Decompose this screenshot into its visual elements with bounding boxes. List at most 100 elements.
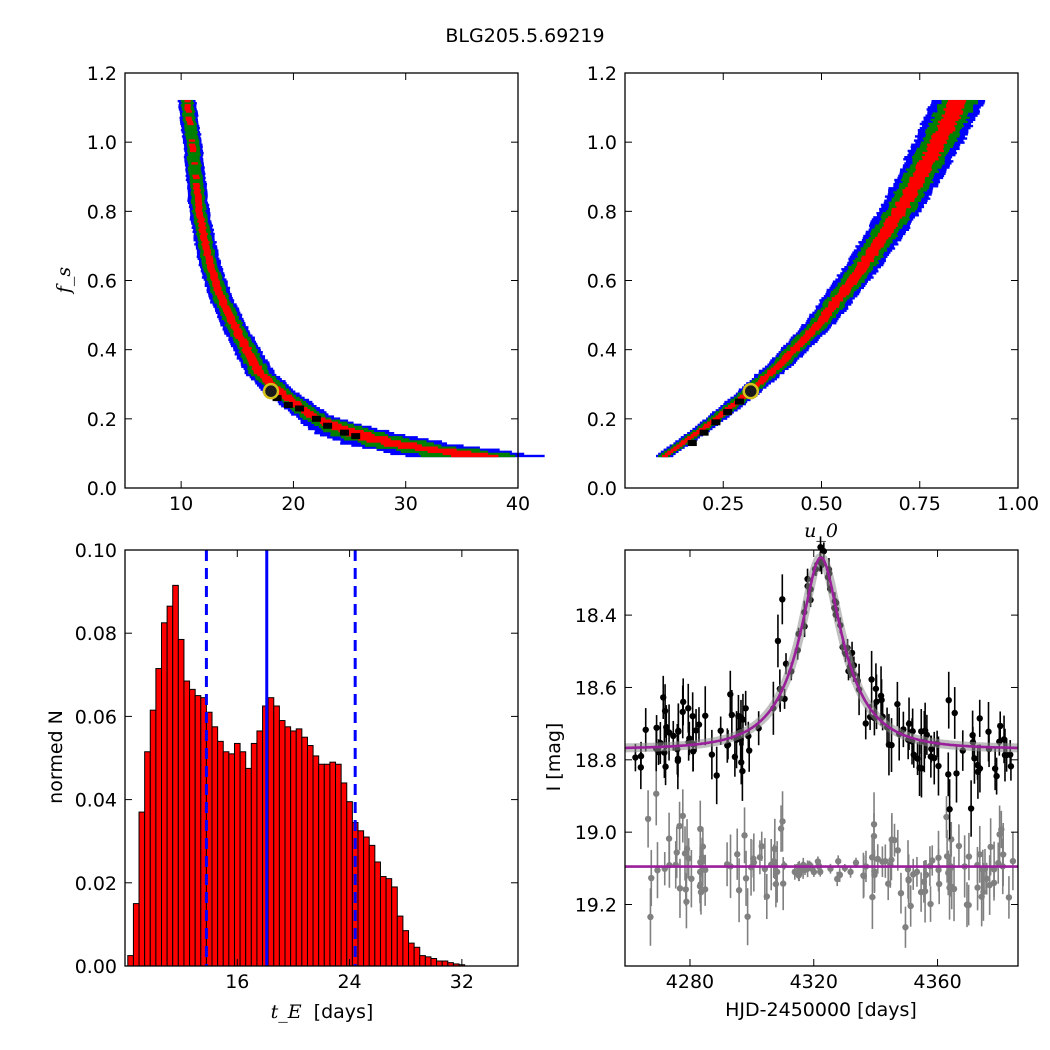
- fs-tE-cell-inner: [199, 230, 207, 234]
- residual-point: [654, 866, 661, 874]
- photometry-point: [918, 728, 925, 735]
- fs-u0-xtick-label: 1.00: [997, 493, 1039, 515]
- residual-point: [884, 880, 892, 887]
- photometry-point: [717, 727, 724, 734]
- tE-histogram-bar: [284, 726, 292, 967]
- fs-u0-cell-inner: [767, 369, 777, 373]
- fs-tE-ytick-label: 1.0: [87, 132, 117, 154]
- fs-u0-cell-inner: [854, 268, 868, 271]
- fs-u0-cell-inner: [703, 423, 711, 427]
- fs-u0-cell-inner: [773, 365, 783, 368]
- tE-histogram-bar: [166, 605, 174, 967]
- fs-u0-cell-inner: [821, 311, 832, 314]
- fs-u0-cell-inner: [825, 307, 837, 310]
- fs-tE-cell-inner: [249, 363, 259, 366]
- fs-tE-cell-inner: [248, 361, 259, 364]
- fs-u0-xtick-label: 0.25: [702, 493, 744, 515]
- lightcurve-xlabel: HJD-2450000 [days]: [725, 999, 917, 1021]
- fs-tE-cell-inner: [219, 303, 228, 306]
- fs-u0-cell-inner: [861, 255, 875, 258]
- fs-tE-cell-inner: [192, 182, 200, 186]
- fs-tE-cell-mid: [187, 168, 201, 171]
- fs-tE-cell-inner: [252, 365, 263, 368]
- photometry-point: [685, 705, 692, 712]
- fs-tE-xtick-label: 40: [506, 493, 530, 515]
- fs-tE-cell-inner: [383, 444, 422, 447]
- fs-tE-cell-inner: [451, 454, 499, 458]
- residual-point: [799, 866, 807, 874]
- lightcurve-xtick-label: 4280: [666, 971, 714, 993]
- residual-point: [696, 868, 704, 876]
- tE-histogram-bar: [408, 942, 415, 967]
- fs-tE-cell-inner: [280, 394, 293, 397]
- fs-tE-cell-inner: [218, 299, 227, 302]
- lightcurve-ytick-label: 18.6: [575, 677, 617, 699]
- photometry-point: [945, 771, 952, 778]
- residual-point: [874, 855, 881, 863]
- tE-histogram-ylabel: normed N: [45, 710, 67, 804]
- fs-u0-cell-inner: [907, 182, 924, 186]
- residual-point: [943, 853, 951, 860]
- fs-u0-cell-inner: [867, 247, 881, 250]
- fs-u0-cell-inner: [902, 189, 918, 192]
- fs-u0-cell-inner: [786, 351, 797, 354]
- residual-point: [852, 859, 860, 866]
- fs-u0-cell-inner: [924, 153, 942, 157]
- tE-histogram-bar: [222, 751, 230, 967]
- fs-tE-cell-inner: [242, 351, 253, 354]
- residual-point: [779, 818, 786, 825]
- fs-tE-cell-inner: [251, 367, 262, 371]
- fs-tE-cell-inner: [301, 411, 314, 414]
- residual-point: [647, 913, 654, 921]
- fs-u0-cell-inner: [936, 124, 955, 128]
- fs-u0-cell-inner: [915, 166, 932, 169]
- fs-u0-cell-inner: [871, 243, 885, 246]
- fs-tE-core-cell: [351, 433, 361, 440]
- fs-u0-cell-inner: [926, 147, 944, 151]
- fs-tE-cell-inner: [219, 301, 228, 304]
- fs-u0-cell-inner: [852, 272, 865, 275]
- fs-u0-best-fit-marker: [742, 382, 760, 400]
- tE-histogram-ytick-label: 0.02: [75, 873, 117, 895]
- fs-u0-cell-inner: [715, 415, 723, 418]
- lightcurve-ytick-label: 18.8: [575, 750, 617, 772]
- tE-histogram-bar: [228, 753, 235, 967]
- photometry-point: [727, 691, 734, 698]
- fs-u0-cell-inner: [760, 375, 770, 379]
- fs-tE-cell-inner: [315, 419, 332, 422]
- photometry-point: [642, 726, 649, 733]
- fs-u0-cell-inner: [805, 330, 816, 333]
- tE-histogram-bar: [430, 958, 438, 967]
- fs-tE-cell-mid: [188, 170, 202, 173]
- fs-tE-cell-inner: [192, 174, 199, 178]
- fs-u0-cell-inner: [718, 413, 726, 416]
- tE-histogram-bars: [127, 584, 466, 967]
- fs-tE-cell-inner: [283, 398, 296, 402]
- photometry-point: [928, 745, 935, 753]
- fs-u0-cell-inner: [931, 137, 949, 140]
- fs-tE-cell-mid: [185, 135, 199, 138]
- tE-histogram-xtick-label: 24: [337, 971, 361, 993]
- fs-u0-core-cell: [699, 429, 709, 436]
- fs-u0-cell-inner: [687, 436, 694, 439]
- fs-tE-cell-inner: [326, 425, 349, 429]
- tE-histogram-bar: [402, 930, 410, 967]
- residual-point: [927, 900, 934, 908]
- fs-tE-core-cell: [272, 395, 282, 402]
- tE-histogram-bar: [374, 861, 381, 967]
- photometry-point: [661, 707, 669, 715]
- residual-point: [835, 858, 842, 865]
- fs-tE-cell-inner: [199, 234, 207, 238]
- tE-histogram-bar: [172, 584, 179, 967]
- fs-tE-cell-inner: [212, 280, 221, 283]
- photometry-point: [872, 685, 880, 692]
- tE-histogram-ytick-label: 0.08: [75, 623, 117, 645]
- fs-tE-cell-inner: [192, 187, 200, 190]
- residual-point: [683, 898, 690, 905]
- residual-point: [644, 815, 652, 823]
- photometry-point: [967, 805, 975, 812]
- fs-u0-cell-inner: [823, 309, 834, 312]
- residual-point: [795, 872, 802, 879]
- residual-point: [921, 888, 929, 895]
- fs-u0-cell-inner: [808, 328, 820, 331]
